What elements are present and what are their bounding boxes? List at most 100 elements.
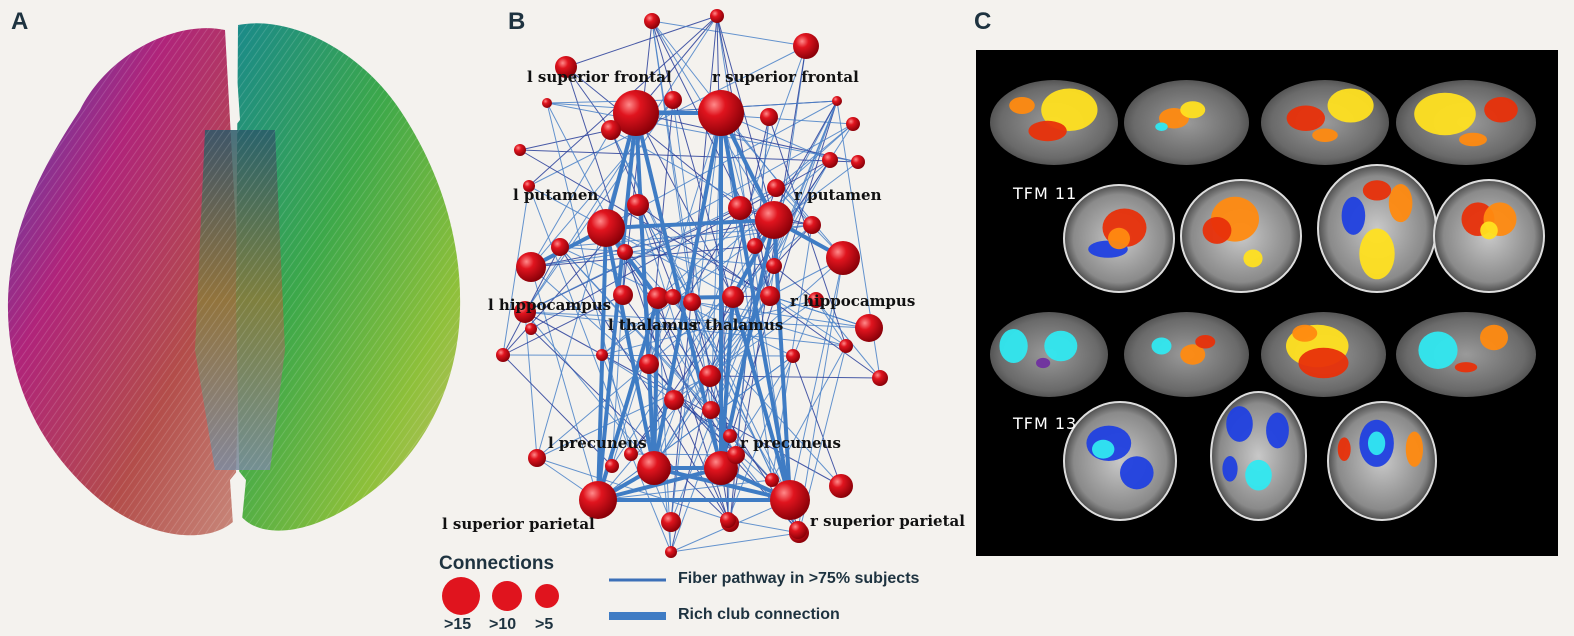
activation-maps-svg xyxy=(990,80,1545,521)
fiber-edge xyxy=(657,297,672,553)
label-l-precuneus: l precuneus xyxy=(548,434,647,452)
network-node xyxy=(601,120,621,140)
network-node xyxy=(613,90,659,136)
fiber-edge xyxy=(565,15,718,68)
fiber-edge xyxy=(710,100,838,411)
tfm-13-label: TFM 13 xyxy=(1013,414,1078,433)
network-node xyxy=(855,314,883,342)
network-node xyxy=(665,289,681,305)
network-node xyxy=(786,349,800,363)
network-node xyxy=(596,349,608,361)
rich-club-edge xyxy=(652,297,660,469)
fiber-edge xyxy=(635,112,859,163)
cortical-surface xyxy=(990,312,1108,397)
network-node xyxy=(803,216,821,234)
panel-letter-c: C xyxy=(974,8,992,35)
network-node xyxy=(839,339,853,353)
legend-size-medium: >10 xyxy=(489,616,517,633)
cortical-surface xyxy=(1124,80,1249,165)
fiber-edge xyxy=(727,519,800,534)
network-node xyxy=(624,447,638,461)
fiber-edge xyxy=(559,246,731,524)
label-r-putamen: r putamen xyxy=(794,186,882,204)
cortical-surface xyxy=(1124,312,1249,397)
legend-rich-label: Rich club connection xyxy=(678,606,840,623)
rich-club-edge xyxy=(605,218,775,230)
connectome-network: l superior frontal r superior frontal l … xyxy=(430,0,970,636)
network-node xyxy=(755,201,793,239)
tfm-11-label: TFM 11 xyxy=(1013,184,1078,203)
fiber-edge xyxy=(611,112,722,467)
fiber-edge xyxy=(601,159,831,356)
network-node xyxy=(760,108,778,126)
fiber-edge xyxy=(565,66,741,209)
network-node xyxy=(514,144,526,156)
fiber-edge xyxy=(519,129,612,151)
network-node xyxy=(808,292,824,308)
network-node xyxy=(770,480,810,520)
network-node xyxy=(664,390,684,410)
network-node xyxy=(617,244,633,260)
network-node xyxy=(767,179,785,197)
network-node xyxy=(516,252,546,282)
rich-club-edge xyxy=(652,112,723,469)
network-node xyxy=(542,98,552,108)
network-node xyxy=(710,9,724,23)
brain-slice xyxy=(1180,179,1302,293)
rich-club-edge xyxy=(719,296,735,469)
fiber-edge xyxy=(651,20,807,47)
network-node xyxy=(528,449,546,467)
fiber-edge xyxy=(789,257,844,501)
network-node xyxy=(727,446,745,464)
cortical-surface xyxy=(1396,312,1536,397)
tractography-brain-image xyxy=(0,0,470,560)
network-node xyxy=(722,286,744,308)
network-node xyxy=(579,481,617,519)
network-node xyxy=(728,196,752,220)
fiber-edge xyxy=(601,354,675,401)
label-l-hippocampus: l hippocampus xyxy=(488,296,612,314)
network-node xyxy=(851,155,865,169)
cortical-surface xyxy=(1396,80,1536,165)
network-node xyxy=(647,287,669,309)
legend-size-large: >15 xyxy=(444,616,472,633)
fiber-edge xyxy=(648,296,674,365)
brain-slice xyxy=(1317,164,1437,293)
fiber-edge xyxy=(565,66,612,131)
fiber-edge xyxy=(709,257,844,377)
label-l-superior-parietal: l superior parietal xyxy=(442,515,595,533)
network-node xyxy=(723,429,737,443)
network-node xyxy=(789,521,807,539)
fiber-edge xyxy=(709,375,881,379)
network-node xyxy=(665,546,677,558)
network-node xyxy=(613,285,633,305)
legend-title: Connections xyxy=(439,553,555,574)
network-node xyxy=(523,180,535,192)
network-node xyxy=(698,90,744,136)
network-node xyxy=(765,473,779,487)
network-node xyxy=(587,209,625,247)
network-node xyxy=(637,451,671,485)
fiber-edge xyxy=(530,266,599,501)
label-l-putamen: l putamen xyxy=(513,186,599,204)
label-r-superior-frontal: r superior frontal xyxy=(712,68,859,86)
network-nodes xyxy=(496,9,888,558)
label-r-precuneus: r precuneus xyxy=(740,434,841,452)
fiber-edge xyxy=(635,112,734,298)
fiber-edge xyxy=(546,102,859,163)
fiber-edge xyxy=(605,227,771,297)
fiber-edge xyxy=(524,311,538,459)
network-node xyxy=(661,512,681,532)
rich-club-edge xyxy=(634,112,656,469)
fiber-edge xyxy=(672,296,791,501)
cortical-surface xyxy=(1261,80,1389,165)
fiber-edge xyxy=(797,257,844,531)
fiber-edge xyxy=(792,355,842,487)
fiber-edge xyxy=(601,354,672,523)
network-node xyxy=(496,348,510,362)
panel-letter-b: B xyxy=(508,8,526,35)
rich-club-edge xyxy=(596,227,608,501)
network-node xyxy=(555,56,577,78)
fiber-edge xyxy=(528,45,807,187)
fiber-edge xyxy=(815,299,881,379)
